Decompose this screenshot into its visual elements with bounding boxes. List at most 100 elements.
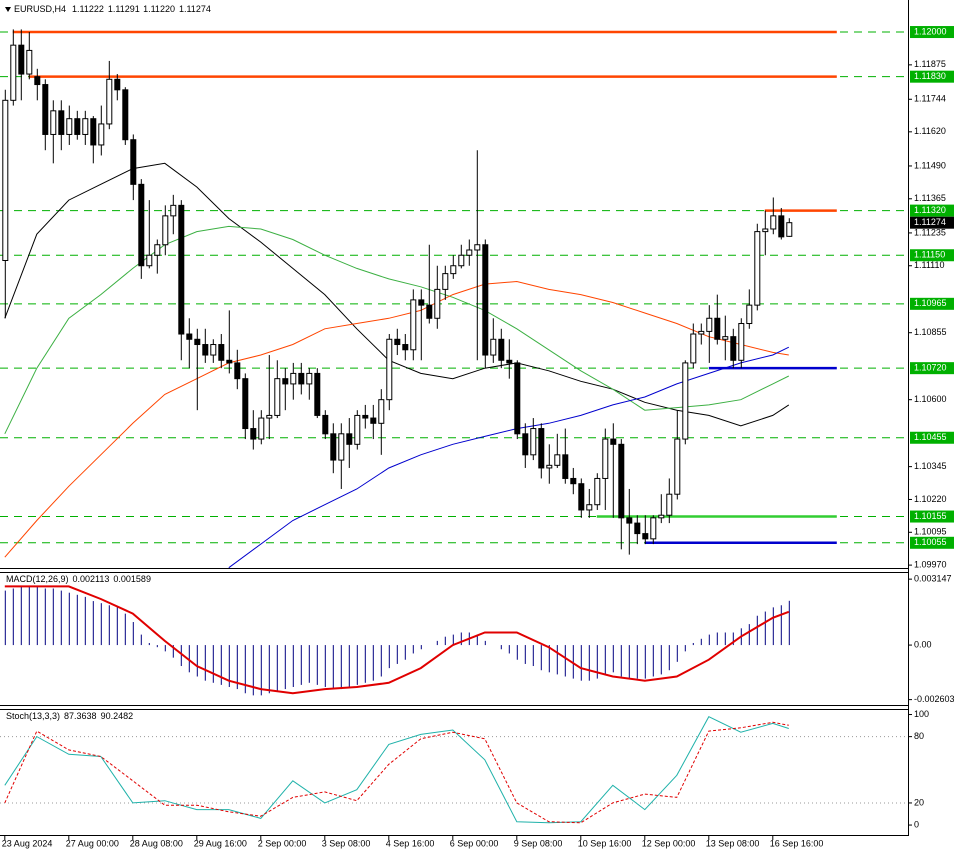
candle-body bbox=[714, 317, 721, 340]
candle-body bbox=[642, 533, 649, 540]
level-label-bg bbox=[910, 26, 954, 39]
candle-body bbox=[418, 299, 425, 306]
last-price-bg bbox=[910, 216, 954, 229]
candle-body bbox=[786, 222, 793, 237]
candle-body bbox=[746, 304, 753, 325]
y-tick-label: 1.11620 bbox=[914, 126, 946, 136]
candle-body bbox=[226, 359, 233, 364]
y-tick-label: 1.11875 bbox=[914, 59, 946, 69]
x-tick-label: 27 Aug 00:00 bbox=[66, 838, 119, 848]
level-label: 1.11150 bbox=[914, 250, 945, 260]
low: 1.11220 bbox=[143, 4, 175, 14]
candle-body bbox=[706, 317, 713, 332]
candle-body bbox=[218, 344, 225, 361]
candle-body bbox=[186, 333, 193, 340]
candle-body bbox=[10, 44, 17, 101]
last-price-label: 1.11274 bbox=[914, 217, 946, 227]
candle-body bbox=[538, 428, 545, 469]
candle-body bbox=[554, 454, 561, 466]
candle-body bbox=[258, 417, 265, 440]
candle-body bbox=[442, 273, 449, 290]
candle-body bbox=[722, 336, 729, 340]
candle-body bbox=[306, 372, 313, 385]
candle-body bbox=[106, 78, 113, 125]
y-tick-label: 0.003147 bbox=[914, 574, 952, 584]
candle-body bbox=[330, 433, 337, 461]
y-tick-label: 20 bbox=[914, 797, 924, 807]
candle-body bbox=[34, 76, 41, 86]
candle-body bbox=[2, 99, 9, 261]
candle-body bbox=[130, 139, 137, 185]
candle-body bbox=[378, 399, 385, 424]
x-tick-label: 16 Sep 16:00 bbox=[770, 838, 824, 848]
y-tick-label: 1.11490 bbox=[914, 160, 946, 170]
level-label: 1.12000 bbox=[914, 26, 947, 36]
candle-body bbox=[410, 299, 417, 351]
candle-body bbox=[274, 378, 281, 416]
y-tick-label: 1.11110 bbox=[914, 260, 945, 270]
y-tick-label: 1.11744 bbox=[914, 94, 946, 104]
candle-body bbox=[370, 417, 377, 424]
level-label: 1.10155 bbox=[914, 511, 947, 521]
level-label: 1.11830 bbox=[914, 71, 946, 81]
candle-body bbox=[98, 123, 105, 146]
y-tick-label: 1.09970 bbox=[914, 559, 947, 569]
candle-body bbox=[122, 89, 129, 141]
macd-value: 0.002113 bbox=[73, 574, 110, 584]
candle-body bbox=[42, 84, 49, 135]
candle-body bbox=[658, 514, 665, 519]
close: 1.11274 bbox=[179, 4, 211, 14]
candle-body bbox=[570, 477, 577, 485]
candle-body bbox=[90, 118, 97, 146]
candle-body bbox=[82, 118, 89, 135]
level-label: 1.11320 bbox=[914, 205, 946, 215]
x-tick-label: 12 Sep 00:00 bbox=[642, 838, 696, 848]
x-tick-label: 23 Aug 2024 bbox=[2, 838, 53, 848]
candle-body bbox=[626, 517, 633, 524]
candle-body bbox=[154, 244, 161, 256]
indicator-line bbox=[4, 225, 790, 435]
level-label-bg bbox=[910, 510, 954, 523]
indicator-line bbox=[4, 280, 789, 558]
y-tick-label: 1.10600 bbox=[914, 394, 947, 404]
x-tick-label: 6 Sep 00:00 bbox=[450, 838, 499, 848]
candle-body bbox=[266, 414, 273, 419]
candle-body bbox=[586, 504, 593, 511]
candle-body bbox=[66, 118, 73, 135]
candle-body bbox=[58, 110, 65, 135]
main-value: 87.3638 bbox=[64, 711, 97, 721]
level-label-bg bbox=[910, 536, 954, 549]
candle-body bbox=[282, 378, 289, 385]
candle-body bbox=[618, 443, 625, 519]
candle-body bbox=[170, 204, 177, 217]
high: 1.11291 bbox=[108, 4, 140, 14]
candle-body bbox=[322, 414, 329, 435]
candle-body bbox=[498, 338, 505, 361]
candle-body bbox=[730, 336, 737, 361]
y-tick-label: 100 bbox=[914, 709, 929, 719]
candle-body bbox=[314, 372, 321, 416]
candle-body bbox=[650, 517, 657, 540]
level-label: 1.10965 bbox=[914, 298, 947, 308]
symbol: EURUSD,H4 bbox=[14, 4, 66, 14]
level-label: 1.10055 bbox=[914, 537, 947, 547]
candle-body bbox=[698, 330, 705, 335]
candle-body bbox=[578, 483, 585, 511]
dropdown-icon[interactable] bbox=[5, 7, 11, 12]
x-tick-label: 9 Sep 08:00 bbox=[514, 838, 563, 848]
y-tick-label: 1.10095 bbox=[914, 527, 947, 537]
y-tick-label: 0.00 bbox=[914, 639, 932, 649]
candle-body bbox=[770, 215, 777, 230]
candle-body bbox=[290, 372, 297, 385]
candle-body bbox=[634, 522, 641, 535]
candle-body bbox=[602, 438, 609, 479]
signal-value: 0.001589 bbox=[113, 574, 151, 584]
level-label-bg bbox=[910, 249, 954, 262]
indicator-line bbox=[4, 721, 789, 824]
candle-body bbox=[346, 433, 353, 445]
candle-body bbox=[426, 304, 433, 319]
level-label-bg bbox=[910, 362, 954, 375]
candle-body bbox=[338, 433, 345, 461]
